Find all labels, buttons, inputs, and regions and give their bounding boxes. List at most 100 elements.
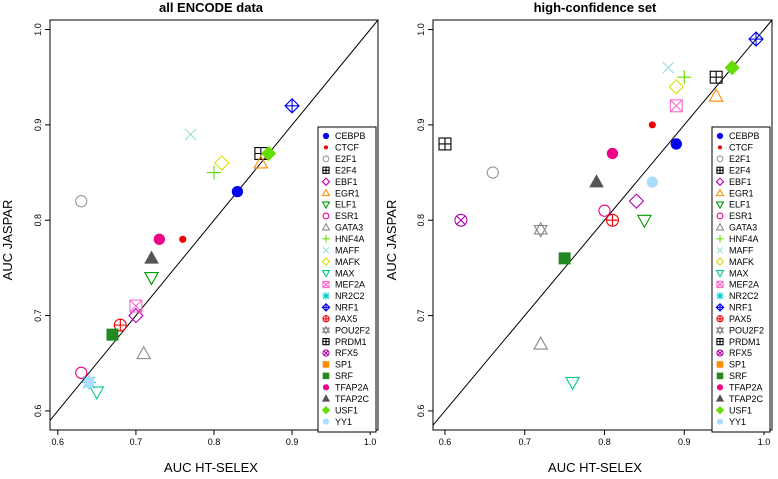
legend-label: E2F4 [729,165,751,175]
point-esr1 [75,366,88,379]
legend-label: TFAP2A [729,383,763,393]
point-e2f4 [438,137,452,151]
legend-item-mafk: MAFK [715,257,754,267]
point-e2f1 [486,166,499,179]
legend-item-e2f4: E2F4 [716,165,751,175]
plot-frame [432,19,773,431]
y-axis-label: AUC JASPAR [0,200,15,281]
legend-item-e2f1: E2F1 [716,154,751,164]
point-pax5 [605,213,619,227]
legend-label: TFAP2C [335,394,370,404]
panel-all-encode: all ENCODE data AUC HT-SELEX AUC JASPAR … [0,0,379,475]
point-srf [558,252,571,265]
legend-item-tfap2c: TFAP2C [321,394,370,404]
legend-label: SRF [335,371,354,381]
legend-item-e2f4: E2F4 [322,165,357,175]
legend-item-srf: SRF [716,371,748,381]
x-tick-label: 0.6 [439,437,452,447]
point-maff [184,128,197,141]
legend-item-egr1: EGR1 [715,188,754,198]
y-tick-label: 0.8 [33,214,43,227]
legend-label: RFX5 [729,348,752,358]
point-ebf1 [628,193,645,209]
legend-label: MAFF [335,245,360,255]
legend-item-cebpb: CEBPB [716,131,760,141]
point-gata3 [533,336,549,350]
point-mef2a [669,99,683,113]
legend-item-mef2a: MEF2A [322,280,365,290]
point-ebf1 [128,307,144,324]
legend-label: E2F1 [729,154,751,164]
legend-item-yy1: YY1 [716,417,746,427]
y-axis-label: AUC JASPAR [384,200,399,281]
point-esr1 [598,204,611,217]
legend-item-egr1: EGR1 [321,188,360,198]
legend-label: USF1 [729,405,752,415]
legend-label: PAX5 [335,314,357,324]
legend-item-e2f1: E2F1 [322,154,357,164]
legend-item-max: MAX [321,268,355,278]
legend-item-pou2f2: POU2F2 [715,325,764,335]
legend-label: USF1 [335,405,358,415]
legend-label: ELF1 [729,200,751,210]
point-yy1 [646,176,659,188]
point-tfap2a [153,233,165,245]
point-elf1 [636,214,652,229]
legend-item-maff: MAFF [322,245,360,255]
legend-item-srf: SRF [322,371,354,381]
x-tick-label: 1.0 [364,437,377,447]
point-elf1 [143,271,160,286]
legend-label: GATA3 [729,223,757,233]
x-tick-label: 0.9 [678,437,691,447]
point-max [565,376,581,391]
legend-label: EGR1 [729,188,754,198]
legend-label: ESR1 [335,211,359,221]
legend-item-prdm1: PRDM1 [716,337,761,347]
point-maff [662,61,675,74]
y-tick-label: 0.8 [416,214,426,227]
legend-item-tfap2a: TFAP2A [716,383,763,393]
x-tick-label: 1.0 [758,437,771,447]
legend-item-elf1: ELF1 [321,200,357,210]
identity-line [432,19,773,426]
legend-item-rfx5: RFX5 [716,348,752,358]
point-usf1 [261,145,277,162]
legend-label: CTCF [729,143,753,153]
legend-label: POU2F2 [335,325,370,335]
point-gata3 [136,345,152,360]
legend-label: NRF1 [335,303,359,313]
legend-label: PRDM1 [335,337,367,347]
point-tfap2a [606,147,619,160]
legend-label: E2F4 [335,165,357,175]
legend-item-pax5: PAX5 [716,314,751,324]
y-tick-label: 0.9 [33,119,43,132]
legend-item-esr1: ESR1 [322,211,359,221]
legend-label: SP1 [335,360,352,370]
legend-label: HNF4A [729,234,759,244]
legend-item-mef2a: MEF2A [716,280,759,290]
point-mafk [214,155,230,171]
legend-label: SRF [729,371,748,381]
legend-item-rfx5: RFX5 [322,348,358,358]
panel-high-confidence: high-confidence set AUC HT-SELEX AUC JAS… [384,0,773,475]
legend-label: NR2C2 [335,291,365,301]
x-tick-label: 0.8 [208,437,221,447]
legend-item-ctcf: CTCF [717,143,753,153]
legend-label: TFAP2A [335,383,369,393]
legend-item-sp1: SP1 [716,360,746,370]
x-axis-label: AUC HT-SELEX [548,460,642,475]
point-rfx5 [454,213,468,227]
point-tfap2c [144,250,159,264]
legend-label: YY1 [729,417,746,427]
point-egr1 [708,88,724,102]
legend-item-ctcf: CTCF [323,143,359,153]
legend-item-prdm1: PRDM1 [322,337,367,347]
legend-label: MEF2A [729,280,759,290]
x-tick-label: 0.7 [518,437,531,447]
legend-label: MAX [335,268,355,278]
legend-label: EGR1 [335,188,360,198]
point-pax5 [113,318,127,332]
